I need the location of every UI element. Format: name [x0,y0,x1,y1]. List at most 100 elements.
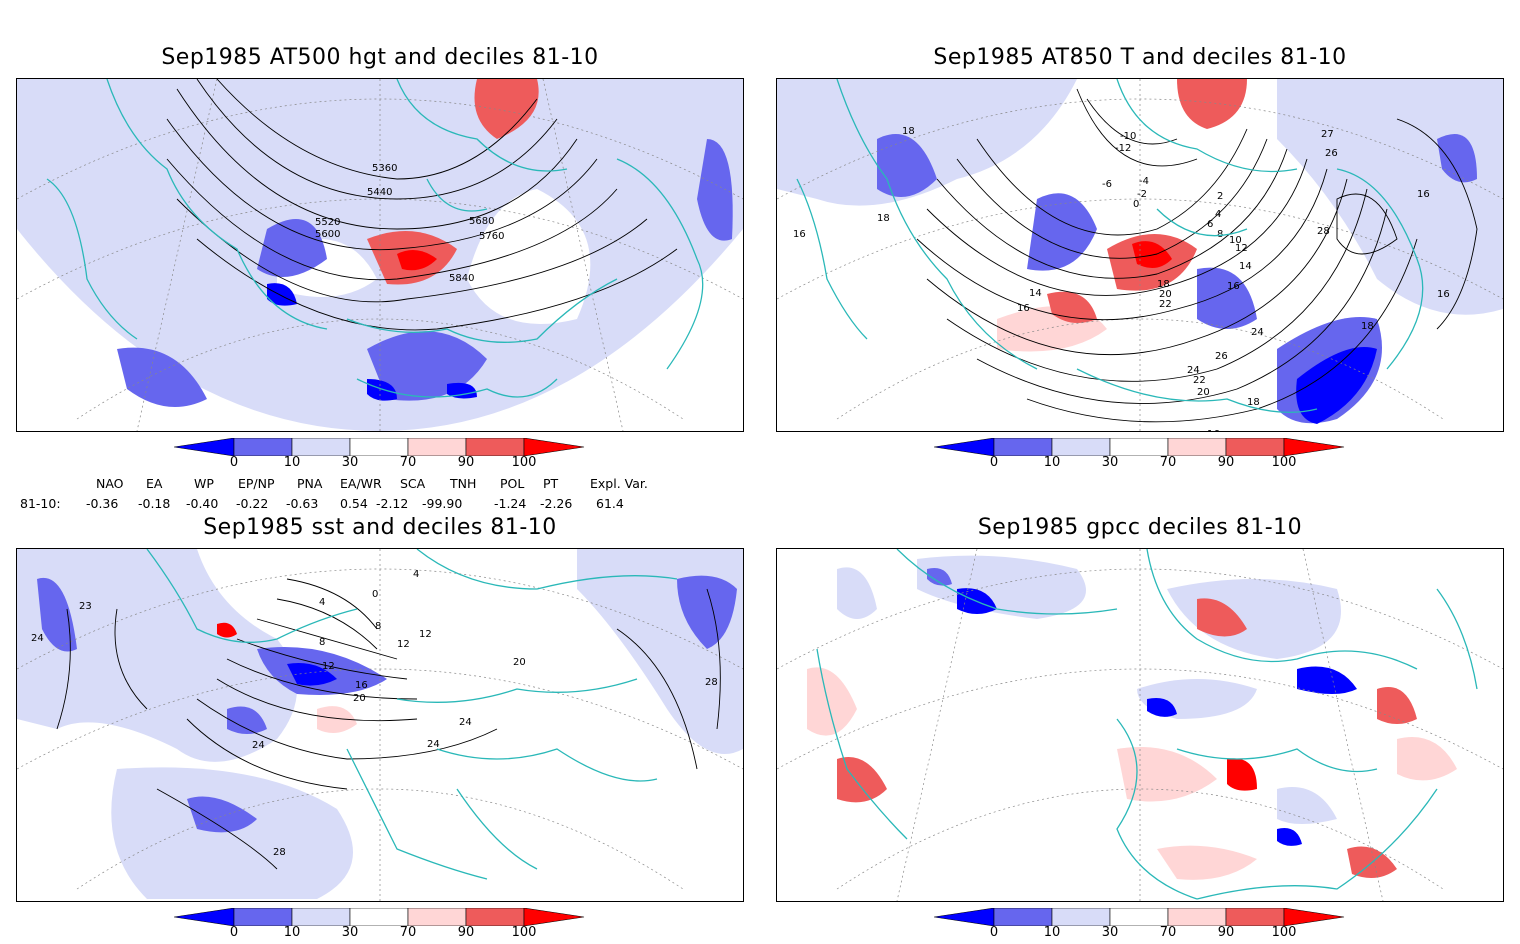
contour-label: 5440 [367,187,392,198]
contour-label: 5840 [449,273,474,284]
index-name: SCA [400,476,426,491]
colorbar-swatches [933,907,1345,927]
colorbar-label: 100 [1271,455,1297,470]
index-row-label: 81-10: [20,496,61,511]
high-decile-region [217,622,237,638]
colorbar-swatches [173,437,585,457]
colorbar-label: 90 [1217,925,1235,940]
below-normal-region [187,796,257,833]
colorbar-label: 30 [341,925,359,940]
coastlines [146,549,678,880]
contour-label: 18 [1361,321,1374,332]
below-normal-region [1027,193,1097,271]
index-name: EA/WR [340,476,382,491]
contour-label: 20 [353,693,366,704]
index-value: 0.54 [340,496,368,511]
low-decile-region [447,382,477,399]
contour-label: 24 [1187,365,1200,376]
colorbar-label: 0 [989,455,999,470]
colorbar-label: 30 [1101,455,1119,470]
index-name: POL [500,476,525,491]
index-name: TNH [450,476,477,491]
colorbar-label: 100 [1271,925,1297,940]
contour-labels: 18 16 18 -10 -12 -6 -4 -2 0 2 4 6 8 10 1… [793,126,1450,431]
index-name: NAO [96,476,124,491]
contour-label: 28 [1317,226,1330,237]
contour-label: 26 [1215,351,1228,362]
high-decile-region [397,250,437,271]
colorbar-label: 90 [457,455,475,470]
panel-title: Sep1985 gpcc deciles 81-10 [977,515,1303,540]
contour-label: 16 [1017,303,1030,314]
teleconnection-indices: NAO EA WP EP/NP PNA EA/WR SCA TNH POL PT… [0,474,760,514]
contour-label: 16 [1437,289,1450,300]
precip-deciles [807,555,1457,880]
below-normal-region [697,139,733,241]
contour-label: 6 [1207,219,1213,230]
contour-label: 22 [1193,375,1206,386]
map-gpcc [777,549,1503,901]
neutral-region [467,189,591,324]
below-normal-region [677,575,737,649]
contour-label: 12 [397,639,410,650]
contour-label: 12 [1235,243,1248,254]
panel-title: Sep1985 sst and deciles 81-10 [203,515,557,540]
contour-label: 18 [1157,279,1170,290]
colorbar-label: 0 [229,925,239,940]
contour-label: 24 [252,740,265,751]
below-normal-region [1437,134,1477,183]
index-name: PT [543,476,559,491]
coastlines [46,79,704,398]
contour-label: 24 [1251,327,1264,338]
contour-label: 27 [1321,129,1334,140]
below-normal-region [111,767,354,899]
contour-label: 4 [413,569,419,580]
contour-label: 5600 [315,229,340,240]
contour-label: 14 [1029,288,1042,299]
colorbar-swatches [933,437,1345,457]
colorbar-label: 70 [1159,925,1177,940]
below-normal-region [777,79,1077,206]
index-name: WP [194,476,214,491]
contour-label: 20 [513,657,526,668]
index-value: -0.63 [286,496,319,511]
contour-label: 5680 [469,216,494,227]
contour-label: 5520 [315,217,340,228]
contour-label: -6 [1102,179,1112,190]
colorbar-label: 90 [1217,455,1235,470]
panel-title: Sep1985 AT500 hgt and deciles 81-10 [161,45,599,70]
map-frame: 5360 5440 5520 5600 5680 5760 5840 [16,78,744,432]
index-value: -0.22 [236,496,269,511]
contour-label: 18 [902,126,915,137]
contour-label: 16 [793,229,806,240]
contour-label: 4 [319,597,325,608]
contour-label: 28 [705,677,718,688]
above-normal-region [1177,79,1247,129]
contour-label: 26 [1325,148,1338,159]
slightly-above-region [317,706,357,733]
index-name: Expl. Var. [590,476,648,491]
map-frame: 18 16 18 -10 -12 -6 -4 -2 0 2 4 6 8 10 1… [776,78,1504,432]
contour-label: 20 [1197,387,1210,398]
contour-label: 12 [322,661,335,672]
graticule [17,549,743,901]
contour-labels: 23 24 4 0 8 12 16 20 24 24 24 20 28 28 1… [31,569,718,858]
graticule [777,79,1503,431]
colorbar: 0 10 30 70 90 100 [173,907,586,944]
colorbar-label: 10 [1043,455,1061,470]
colorbar: 0 10 30 70 90 100 [933,907,1346,944]
low-decile-region [1296,347,1377,424]
map-at500: 5360 5440 5520 5600 5680 5760 5840 [17,79,743,431]
above-normal-region [474,79,539,139]
below-normal-region [877,134,937,197]
below-normal-region [37,577,77,652]
contour-label: 0 [1133,199,1139,210]
colorbar-label: 100 [511,925,537,940]
colorbar-label: 10 [1043,925,1061,940]
contour-label: 24 [427,739,440,750]
map-sst: 23 24 4 0 8 12 16 20 24 24 24 20 28 28 1… [17,549,743,901]
index-value: -0.18 [138,496,171,511]
contour-label: -4 [1139,176,1149,187]
contour-label: 8 [319,637,325,648]
colorbar-label: 10 [283,925,301,940]
